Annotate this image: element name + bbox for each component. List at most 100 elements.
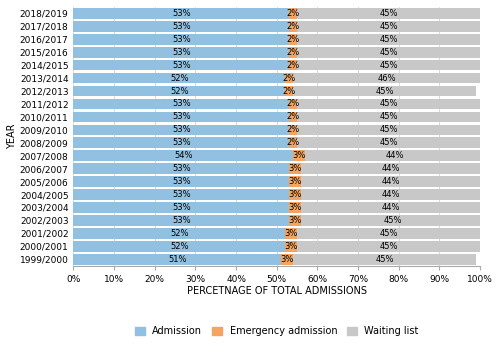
Bar xyxy=(297,241,480,252)
Bar xyxy=(297,99,480,109)
Text: 53%: 53% xyxy=(172,138,191,147)
Bar xyxy=(74,21,289,32)
Text: 3%: 3% xyxy=(280,255,293,264)
Text: 45%: 45% xyxy=(376,255,394,264)
Text: 45%: 45% xyxy=(380,22,398,31)
Bar xyxy=(74,254,281,265)
Text: 3%: 3% xyxy=(284,242,298,251)
Bar xyxy=(289,189,301,200)
Bar xyxy=(74,47,289,58)
Bar xyxy=(289,34,297,45)
Text: 44%: 44% xyxy=(382,203,400,212)
Text: 52%: 52% xyxy=(170,229,188,238)
Bar xyxy=(289,176,301,187)
Bar xyxy=(293,86,476,96)
Bar xyxy=(289,163,301,174)
Text: 53%: 53% xyxy=(172,22,191,31)
Bar xyxy=(297,34,480,45)
Bar xyxy=(289,202,301,213)
Bar xyxy=(297,112,480,122)
Bar xyxy=(74,176,289,187)
Text: 53%: 53% xyxy=(172,203,191,212)
Text: 3%: 3% xyxy=(288,177,302,186)
Text: 53%: 53% xyxy=(172,35,191,44)
Text: 3%: 3% xyxy=(288,203,302,212)
Text: 45%: 45% xyxy=(380,229,398,238)
Text: 3%: 3% xyxy=(292,151,306,160)
Text: 52%: 52% xyxy=(170,242,188,251)
Bar xyxy=(297,125,480,135)
Text: 2%: 2% xyxy=(286,112,300,121)
Bar xyxy=(74,34,289,45)
Bar xyxy=(285,73,293,83)
Bar xyxy=(293,254,476,265)
Bar xyxy=(301,215,484,226)
Bar xyxy=(297,138,480,148)
Text: 44%: 44% xyxy=(382,164,400,173)
Text: 53%: 53% xyxy=(172,190,191,199)
Text: 54%: 54% xyxy=(174,151,193,160)
Bar xyxy=(297,8,480,19)
Bar xyxy=(293,73,480,83)
Text: 53%: 53% xyxy=(172,112,191,121)
Y-axis label: YEAR: YEAR xyxy=(7,124,17,149)
Text: 45%: 45% xyxy=(380,99,398,109)
Text: 53%: 53% xyxy=(172,99,191,109)
Text: 2%: 2% xyxy=(286,125,300,134)
Bar xyxy=(301,189,480,200)
Bar xyxy=(74,150,293,161)
Text: 3%: 3% xyxy=(288,216,302,225)
Text: 44%: 44% xyxy=(382,177,400,186)
Text: 44%: 44% xyxy=(382,190,400,199)
Bar xyxy=(297,228,480,239)
Text: 46%: 46% xyxy=(378,74,396,83)
Bar xyxy=(289,138,297,148)
Bar xyxy=(74,60,289,70)
Bar xyxy=(74,86,285,96)
Text: 45%: 45% xyxy=(380,112,398,121)
Text: 2%: 2% xyxy=(286,22,300,31)
Bar xyxy=(74,125,289,135)
Text: 3%: 3% xyxy=(288,164,302,173)
Text: 3%: 3% xyxy=(288,190,302,199)
Bar xyxy=(297,60,480,70)
Text: 44%: 44% xyxy=(386,151,404,160)
Bar xyxy=(74,215,289,226)
Bar xyxy=(285,86,293,96)
Text: 45%: 45% xyxy=(380,9,398,18)
Bar xyxy=(74,8,289,19)
Text: 53%: 53% xyxy=(172,48,191,57)
Bar xyxy=(289,215,301,226)
Bar xyxy=(289,112,297,122)
Text: 2%: 2% xyxy=(286,99,300,109)
Bar xyxy=(74,241,285,252)
Text: 45%: 45% xyxy=(380,125,398,134)
Text: 2%: 2% xyxy=(286,61,300,70)
Legend: Admission, Emergency admission, Waiting list: Admission, Emergency admission, Waiting … xyxy=(131,322,422,340)
Text: 53%: 53% xyxy=(172,9,191,18)
Text: 53%: 53% xyxy=(172,216,191,225)
Bar xyxy=(301,163,480,174)
Text: 45%: 45% xyxy=(380,48,398,57)
Bar xyxy=(301,176,480,187)
Text: 45%: 45% xyxy=(376,87,394,96)
Text: 52%: 52% xyxy=(170,87,188,96)
Bar xyxy=(74,138,289,148)
Text: 53%: 53% xyxy=(172,177,191,186)
Bar xyxy=(74,163,289,174)
X-axis label: PERCETNAGE OF TOTAL ADMISSIONS: PERCETNAGE OF TOTAL ADMISSIONS xyxy=(187,287,367,297)
Bar xyxy=(301,202,480,213)
Bar xyxy=(289,125,297,135)
Text: 45%: 45% xyxy=(384,216,402,225)
Text: 2%: 2% xyxy=(286,9,300,18)
Text: 53%: 53% xyxy=(172,164,191,173)
Bar xyxy=(289,99,297,109)
Bar xyxy=(281,254,293,265)
Text: 2%: 2% xyxy=(286,35,300,44)
Text: 51%: 51% xyxy=(168,255,186,264)
Text: 2%: 2% xyxy=(286,138,300,147)
Bar xyxy=(74,99,289,109)
Text: 2%: 2% xyxy=(286,48,300,57)
Text: 45%: 45% xyxy=(380,35,398,44)
Bar xyxy=(289,21,297,32)
